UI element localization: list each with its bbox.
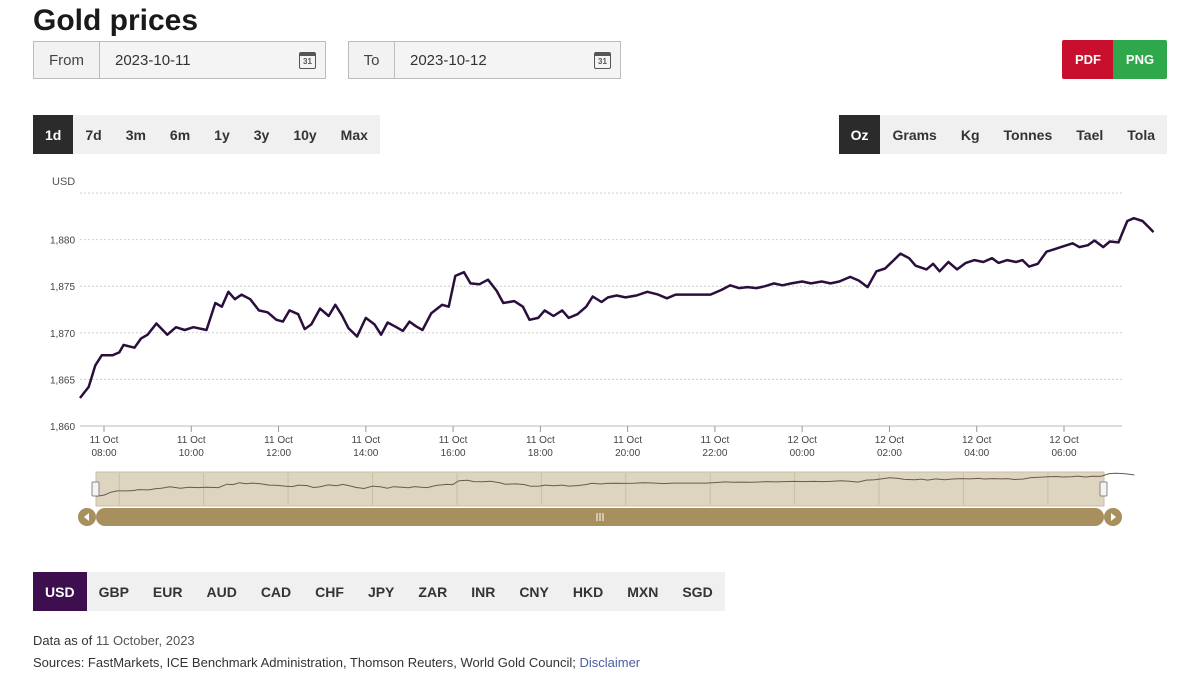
pdf-export-button[interactable]: PDF bbox=[1062, 40, 1114, 79]
chevron-left-icon bbox=[84, 513, 89, 521]
png-export-button[interactable]: PNG bbox=[1113, 40, 1167, 79]
currency-button-zar[interactable]: ZAR bbox=[418, 583, 448, 600]
x-axis-ticks: 11 Oct 08:00 11 Oct 10:00 11 Oct 12:00 11 Oct 1… bbox=[90, 426, 1079, 459]
currency-button-usd[interactable]: USD bbox=[33, 572, 87, 611]
unit-selector: Oz Grams Kg Tonnes Tael Tola bbox=[838, 115, 1167, 154]
grid-lines bbox=[80, 192, 1122, 427]
to-date-input[interactable]: 2023-10-12 31 bbox=[395, 42, 620, 78]
currency-button-hkd[interactable]: HKD bbox=[572, 583, 604, 600]
x-tick-day-label: 12 Oct bbox=[875, 435, 905, 446]
navigator-left-handle[interactable] bbox=[91, 481, 100, 497]
unit-button-oz[interactable]: Oz bbox=[838, 115, 881, 154]
page-title: Gold prices bbox=[33, 4, 199, 37]
from-date-group: From 2023-10-11 31 bbox=[33, 41, 326, 79]
currency-button-chf[interactable]: CHF bbox=[315, 583, 344, 600]
currency-selector: USD GBP EUR AUD CAD CHF JPY ZAR INR CNY HKD MXN SGD bbox=[33, 572, 725, 611]
navigator-grid bbox=[118, 473, 1049, 505]
range-button-10y[interactable]: 10y bbox=[293, 126, 317, 143]
chevron-right-icon bbox=[1111, 513, 1116, 521]
sources-line: Sources: FastMarkets, ICE Benchmark Admi… bbox=[33, 655, 640, 670]
x-tick-time-label: 20:00 bbox=[615, 448, 640, 459]
x-tick-day-label: 11 Oct bbox=[90, 435, 119, 446]
to-label: To bbox=[349, 42, 395, 78]
y-tick-label: 1,865 bbox=[50, 375, 75, 386]
x-tick-time-label: 16:00 bbox=[441, 448, 466, 459]
currency-button-eur[interactable]: EUR bbox=[152, 583, 183, 600]
x-tick-time-label: 22:00 bbox=[702, 448, 727, 459]
currency-button-mxn[interactable]: MXN bbox=[627, 583, 659, 600]
range-button-3m[interactable]: 3m bbox=[125, 126, 146, 143]
currency-button-cad[interactable]: CAD bbox=[260, 583, 292, 600]
data-as-of: Data as of 11 October, 2023 bbox=[33, 633, 195, 648]
scrollbar-grip-icon bbox=[596, 513, 604, 521]
unit-button-grams[interactable]: Grams bbox=[892, 126, 937, 143]
sources-text: Sources: FastMarkets, ICE Benchmark Admi… bbox=[33, 655, 576, 670]
to-date-value: 2023-10-12 bbox=[410, 51, 487, 69]
unit-button-tola[interactable]: Tola bbox=[1127, 126, 1155, 143]
currency-button-jpy[interactable]: JPY bbox=[367, 583, 395, 600]
range-selector: 1d 7d 3m 6m 1y 3y 10y Max bbox=[33, 115, 380, 154]
from-date-value: 2023-10-11 bbox=[115, 51, 191, 69]
x-tick-day-label: 11 Oct bbox=[613, 435, 642, 446]
x-tick-day-label: 12 Oct bbox=[1049, 435, 1079, 446]
y-tick-label: 1,860 bbox=[50, 422, 75, 433]
x-tick-day-label: 11 Oct bbox=[264, 435, 293, 446]
x-tick-day-label: 11 Oct bbox=[177, 435, 206, 446]
x-tick-time-label: 10:00 bbox=[179, 448, 204, 459]
x-tick-time-label: 00:00 bbox=[790, 448, 815, 459]
range-button-7d[interactable]: 7d bbox=[85, 126, 102, 143]
x-tick-day-label: 12 Oct bbox=[787, 435, 817, 446]
from-label: From bbox=[34, 42, 100, 78]
price-series-line bbox=[79, 216, 1155, 399]
y-axis-ticks: 1,860 1,865 1,870 1,875 1,880 bbox=[50, 236, 75, 433]
navigator-selection[interactable] bbox=[95, 471, 1105, 507]
unit-button-kg[interactable]: Kg bbox=[960, 126, 980, 143]
data-as-of-date: 11 October, 2023 bbox=[95, 633, 195, 648]
unit-button-tonnes[interactable]: Tonnes bbox=[1003, 126, 1053, 143]
x-tick-day-label: 11 Oct bbox=[439, 435, 468, 446]
range-button-6m[interactable]: 6m bbox=[169, 126, 191, 143]
x-tick-time-label: 18:00 bbox=[528, 448, 553, 459]
x-tick-time-label: 06:00 bbox=[1051, 448, 1076, 459]
currency-button-inr[interactable]: INR bbox=[471, 583, 496, 600]
calendar-icon[interactable]: 31 bbox=[299, 52, 316, 69]
x-tick-day-label: 11 Oct bbox=[701, 435, 730, 446]
navigator-series-line bbox=[95, 472, 1135, 497]
currency-button-gbp[interactable]: GBP bbox=[98, 583, 129, 600]
range-button-1y[interactable]: 1y bbox=[214, 126, 230, 143]
currency-button-sgd[interactable]: SGD bbox=[682, 583, 713, 600]
from-date-input[interactable]: 2023-10-11 31 bbox=[100, 42, 325, 78]
navigator-right-handle[interactable] bbox=[1099, 481, 1108, 497]
x-tick-day-label: 11 Oct bbox=[351, 435, 380, 446]
calendar-icon[interactable]: 31 bbox=[594, 52, 611, 69]
range-button-1d[interactable]: 1d bbox=[33, 115, 74, 154]
unit-button-tael[interactable]: Tael bbox=[1076, 126, 1104, 143]
x-tick-time-label: 08:00 bbox=[91, 448, 116, 459]
y-axis-label: USD bbox=[52, 176, 75, 188]
data-as-of-prefix: Data as of bbox=[33, 633, 93, 648]
y-tick-label: 1,880 bbox=[50, 236, 75, 247]
disclaimer-link[interactable]: Disclaimer bbox=[579, 655, 641, 670]
x-tick-day-label: 12 Oct bbox=[962, 435, 992, 446]
y-tick-label: 1,875 bbox=[50, 282, 75, 293]
x-tick-time-label: 02:00 bbox=[877, 448, 902, 459]
x-tick-day-label: 11 Oct bbox=[526, 435, 555, 446]
to-date-group: To 2023-10-12 31 bbox=[348, 41, 621, 79]
range-button-max[interactable]: Max bbox=[340, 126, 368, 143]
x-tick-time-label: 04:00 bbox=[964, 448, 989, 459]
currency-button-cny[interactable]: CNY bbox=[519, 583, 549, 600]
x-tick-time-label: 12:00 bbox=[266, 448, 291, 459]
currency-button-aud[interactable]: AUD bbox=[206, 583, 237, 600]
y-tick-label: 1,870 bbox=[50, 329, 75, 340]
range-button-3y[interactable]: 3y bbox=[253, 126, 270, 143]
x-tick-time-label: 14:00 bbox=[353, 448, 378, 459]
